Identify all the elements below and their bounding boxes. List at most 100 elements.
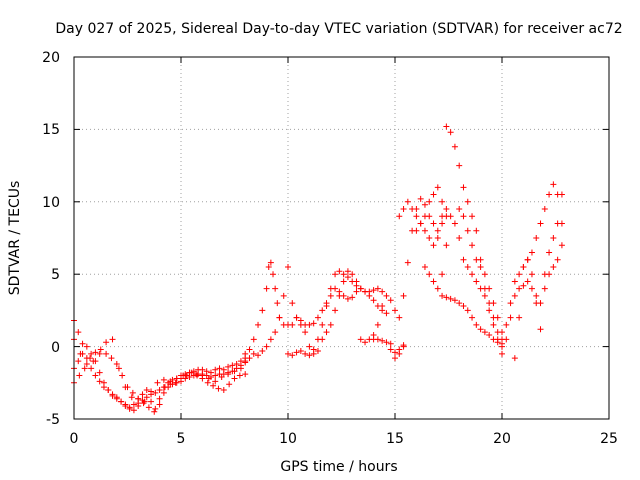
data-point bbox=[520, 263, 527, 270]
data-point bbox=[302, 329, 309, 336]
data-point bbox=[546, 249, 553, 256]
data-point bbox=[443, 294, 450, 301]
data-point bbox=[392, 349, 398, 356]
data-point bbox=[473, 321, 480, 328]
data-point bbox=[400, 292, 407, 299]
data-point bbox=[194, 372, 201, 379]
data-point bbox=[357, 336, 364, 343]
data-point bbox=[280, 292, 287, 299]
data-point bbox=[115, 365, 122, 372]
data-point bbox=[199, 375, 206, 382]
data-point bbox=[306, 343, 313, 350]
data-point bbox=[96, 369, 103, 376]
data-point bbox=[272, 329, 279, 336]
data-point bbox=[439, 271, 446, 278]
data-point bbox=[340, 271, 347, 278]
y-tick-label-10: 10 bbox=[42, 195, 60, 211]
data-point bbox=[421, 227, 428, 234]
data-point bbox=[75, 329, 82, 336]
data-point bbox=[533, 292, 540, 299]
data-point bbox=[477, 326, 484, 333]
data-point bbox=[516, 314, 523, 321]
data-point bbox=[451, 297, 458, 304]
data-point bbox=[129, 389, 136, 396]
data-point bbox=[392, 307, 398, 314]
data-point bbox=[302, 350, 309, 357]
data-point bbox=[511, 355, 518, 362]
data-point bbox=[310, 346, 317, 353]
data-point bbox=[263, 285, 270, 292]
data-point bbox=[263, 343, 270, 350]
data-point bbox=[554, 220, 561, 227]
data-point bbox=[426, 271, 433, 278]
data-point bbox=[108, 355, 115, 362]
data-point bbox=[306, 321, 313, 328]
data-point bbox=[151, 408, 158, 415]
series-track15 bbox=[499, 191, 565, 357]
data-point bbox=[537, 326, 544, 333]
grid bbox=[74, 57, 609, 419]
data-point bbox=[289, 352, 296, 359]
data-point bbox=[226, 381, 233, 388]
data-point bbox=[79, 340, 86, 347]
data-point bbox=[486, 307, 493, 314]
data-point bbox=[220, 387, 227, 394]
data-point bbox=[357, 285, 364, 292]
data-point bbox=[323, 303, 330, 310]
data-point bbox=[481, 329, 488, 336]
data-point bbox=[141, 398, 148, 405]
data-point bbox=[464, 227, 471, 234]
data-point bbox=[250, 336, 257, 343]
y-tick-label-0: 0 bbox=[51, 340, 60, 356]
data-point bbox=[212, 378, 219, 385]
data-point bbox=[178, 375, 184, 382]
data-point bbox=[276, 314, 283, 321]
data-point bbox=[128, 394, 135, 401]
data-point bbox=[464, 198, 471, 205]
y-tick-label-5: 5 bbox=[51, 267, 60, 283]
data-point bbox=[183, 372, 190, 379]
x-tick-label-0: 0 bbox=[70, 431, 79, 447]
data-point bbox=[344, 295, 351, 302]
data-point bbox=[332, 307, 339, 314]
data-point bbox=[246, 346, 253, 353]
data-point bbox=[109, 336, 116, 343]
series-track9 bbox=[396, 123, 505, 347]
data-point bbox=[456, 235, 463, 241]
data-point bbox=[451, 220, 458, 227]
data-point bbox=[160, 376, 167, 383]
data-point bbox=[541, 285, 548, 292]
series-track12 bbox=[456, 206, 505, 336]
data-point bbox=[477, 285, 484, 292]
series-track16 bbox=[511, 242, 565, 362]
data-point bbox=[289, 321, 296, 328]
data-point bbox=[456, 206, 463, 213]
data-point bbox=[430, 278, 437, 285]
x-tick-label-10: 10 bbox=[279, 431, 297, 447]
data-point bbox=[327, 285, 334, 292]
data-point bbox=[154, 379, 161, 386]
data-point bbox=[396, 350, 403, 357]
data-point bbox=[210, 382, 217, 389]
data-point bbox=[447, 129, 454, 136]
data-point bbox=[400, 343, 407, 350]
data-point bbox=[119, 372, 126, 379]
data-point bbox=[145, 404, 152, 411]
data-point bbox=[524, 278, 531, 285]
series-track6 bbox=[242, 263, 407, 365]
data-point bbox=[456, 300, 463, 307]
data-point bbox=[148, 398, 155, 405]
data-point bbox=[456, 162, 463, 169]
data-point bbox=[379, 337, 386, 344]
x-tick-label-5: 5 bbox=[177, 431, 186, 447]
data-point bbox=[460, 256, 467, 263]
data-point bbox=[430, 220, 437, 227]
data-point bbox=[554, 256, 561, 263]
y-tick-label-neg5: -5 bbox=[46, 412, 60, 428]
series-track13 bbox=[421, 242, 450, 292]
data-point bbox=[242, 358, 249, 365]
data-point bbox=[297, 321, 304, 328]
data-point bbox=[103, 350, 110, 357]
data-point bbox=[421, 213, 428, 220]
data-point bbox=[267, 336, 274, 343]
